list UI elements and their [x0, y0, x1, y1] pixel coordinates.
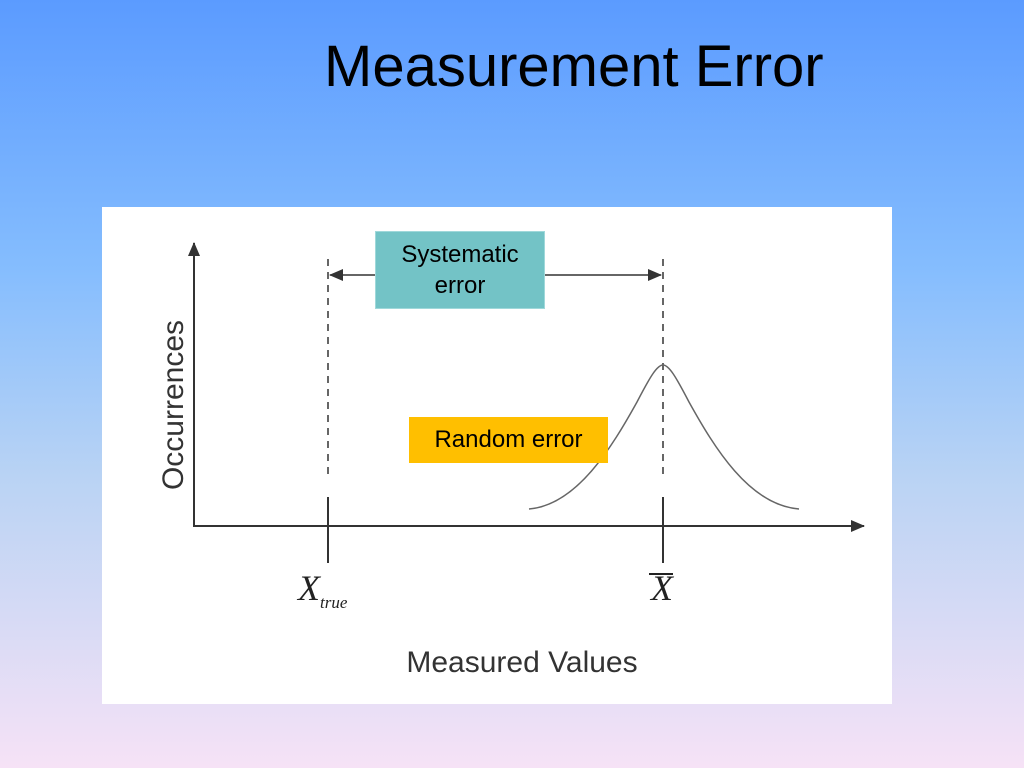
mean-value-overline [649, 573, 673, 575]
x-axis-label: Measured Values [406, 646, 638, 679]
random-error-label-box: Random error [409, 417, 608, 463]
true-value-symbol: Xtrue [298, 563, 378, 613]
diagram-graphics [188, 242, 865, 563]
random-error-label: Random error [434, 426, 583, 453]
y-axis-label: Occurrences [157, 319, 190, 491]
systematic-error-label: Systematic error [401, 241, 519, 299]
measurement-error-diagram: Systematic error Random error Occurrence… [102, 207, 892, 704]
systematic-error-label-box: Systematic error [375, 231, 545, 309]
mean-value-symbol: X [651, 568, 673, 608]
slide-title: Measurement Error [324, 34, 824, 99]
true-value-symbol-main: X [298, 568, 320, 608]
true-value-subscript: true [320, 593, 348, 612]
